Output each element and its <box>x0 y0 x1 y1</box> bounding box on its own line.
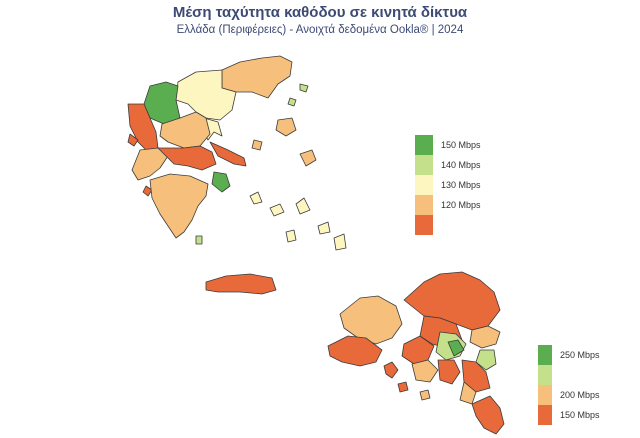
legend-label: 250 Mbps <box>560 350 600 360</box>
legend-item: 200 Mbps <box>538 385 600 405</box>
region-attica <box>211 171 231 193</box>
region-thessaly <box>159 111 211 149</box>
legend-item: 130 Mbps <box>415 175 481 195</box>
legend-item: 150 Mbps <box>415 135 481 155</box>
attica-salamina-west <box>327 335 383 367</box>
legend-label: 150 Mbps <box>441 140 481 150</box>
legend-label: 140 Mbps <box>441 160 481 170</box>
legend-label: 150 Mbps <box>560 410 600 420</box>
region-crete <box>205 273 277 295</box>
legend-attica: 250 Mbps 200 Mbps 150 Mbps <box>538 345 600 425</box>
attica-center-core <box>447 339 465 357</box>
legend-item: 250 Mbps <box>538 345 600 365</box>
attica-west <box>339 295 403 345</box>
legend-label: 130 Mbps <box>441 180 481 190</box>
legend-item <box>538 365 600 385</box>
attica-south <box>471 395 505 435</box>
region-central-greece <box>157 145 217 171</box>
attica-east-north <box>469 325 501 349</box>
legend-label: 120 Mbps <box>441 200 481 210</box>
legend-item: 140 Mbps <box>415 155 481 175</box>
legend-label: 200 Mbps <box>560 390 600 400</box>
legend-item: 120 Mbps <box>415 195 481 215</box>
legend-swatch <box>415 195 433 215</box>
legend-item <box>415 215 481 235</box>
legend-greece: 150 Mbps 140 Mbps 130 Mbps 120 Mbps <box>415 135 481 235</box>
legend-item: 150 Mbps <box>538 405 600 425</box>
region-peloponnese <box>149 173 209 239</box>
legend-swatch <box>538 365 552 385</box>
legend-swatch <box>415 155 433 175</box>
attica-north <box>403 271 501 331</box>
legend-swatch <box>538 385 552 405</box>
region-small-islands <box>195 83 309 245</box>
legend-swatch <box>415 215 433 235</box>
attica-piraeus <box>411 359 439 383</box>
region-north-aegean <box>251 117 317 167</box>
legend-swatch <box>415 175 433 195</box>
legend-swatch <box>415 135 433 155</box>
region-central-macedonia <box>175 69 237 121</box>
attica-east-light <box>475 349 497 371</box>
region-south-aegean <box>249 191 347 251</box>
attica-small-island <box>419 389 431 401</box>
legend-swatch <box>538 345 552 365</box>
attica-islands <box>383 361 409 393</box>
attica-coastal <box>437 359 461 385</box>
map-title: Μέση ταχύτητα καθόδου σε κινητά δίκτυα <box>172 4 468 21</box>
map-subtitle: Ελλάδα (Περιφέρειες) - Ανοιχτά δεδομένα … <box>176 24 464 36</box>
region-evia <box>209 141 247 167</box>
legend-swatch <box>538 405 552 425</box>
